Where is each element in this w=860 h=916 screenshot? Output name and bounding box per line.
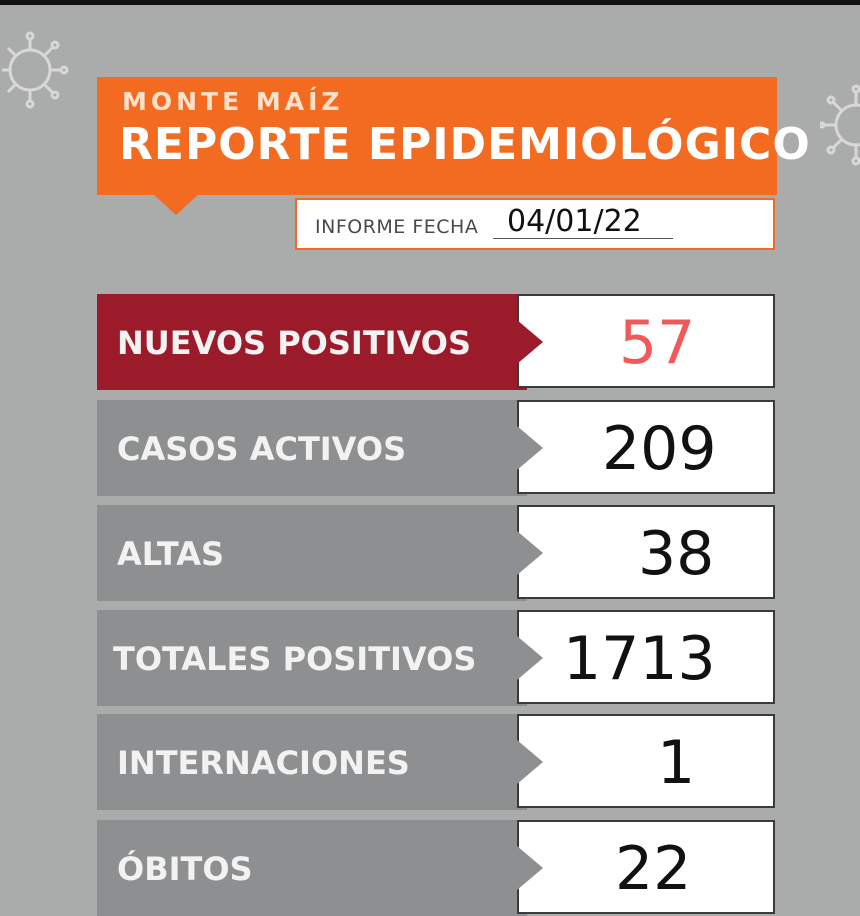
stat-value: 22 (615, 834, 692, 904)
date-label: INFORME FECHA (315, 216, 479, 238)
stat-label: ALTAS (117, 535, 225, 573)
stat-label: INTERNACIONES (117, 744, 410, 782)
header-pointer (152, 193, 200, 215)
stat-arrow (517, 531, 543, 575)
date-underline (493, 238, 673, 239)
stat-label-background (97, 505, 527, 601)
stat-label-background (97, 400, 527, 496)
stat-arrow (517, 846, 543, 890)
stat-row-totales-positivos: TOTALES POSITIVOS 1713 (97, 610, 777, 706)
stat-value: 57 (619, 308, 696, 378)
stat-label: TOTALES POSITIVOS (113, 640, 477, 678)
report-title: REPORTE EPIDEMIOLÓGICO (119, 119, 811, 170)
stat-row-casos-activos: CASOS ACTIVOS 209 (97, 400, 777, 496)
stat-value-box (517, 714, 775, 808)
stat-value: 38 (638, 519, 715, 589)
stat-arrow (517, 426, 543, 470)
stat-row-altas: ALTAS 38 (97, 505, 777, 601)
virus-icon (820, 84, 860, 166)
stat-row-internaciones: INTERNACIONES 1 (97, 714, 777, 810)
stat-value-box (517, 400, 775, 494)
stat-label-background (97, 610, 527, 706)
stat-value-box (517, 294, 775, 388)
stat-label: NUEVOS POSITIVOS (117, 324, 472, 362)
stat-value: 1713 (563, 624, 716, 694)
town-name: MONTE MAÍZ (122, 87, 344, 116)
stat-arrow (517, 740, 543, 784)
report-header: MONTE MAÍZ REPORTE EPIDEMIOLÓGICO (97, 77, 810, 215)
stat-value: 209 (602, 414, 717, 484)
stat-label: CASOS ACTIVOS (117, 430, 407, 468)
stat-arrow (517, 636, 543, 680)
stat-label-background (97, 714, 527, 810)
stat-row-obitos: ÓBITOS 22 (97, 820, 777, 916)
stat-label: ÓBITOS (117, 850, 253, 888)
top-bar (0, 0, 860, 5)
virus-icon (2, 31, 69, 109)
report-date-box: INFORME FECHA 04/01/22 (295, 198, 775, 250)
stat-value: 1 (657, 728, 696, 798)
stat-row-nuevos-positivos: NUEVOS POSITIVOS 57 (97, 294, 777, 390)
stat-label-background (97, 294, 527, 390)
date-value: 04/01/22 (507, 204, 642, 239)
stat-arrow (517, 320, 543, 364)
